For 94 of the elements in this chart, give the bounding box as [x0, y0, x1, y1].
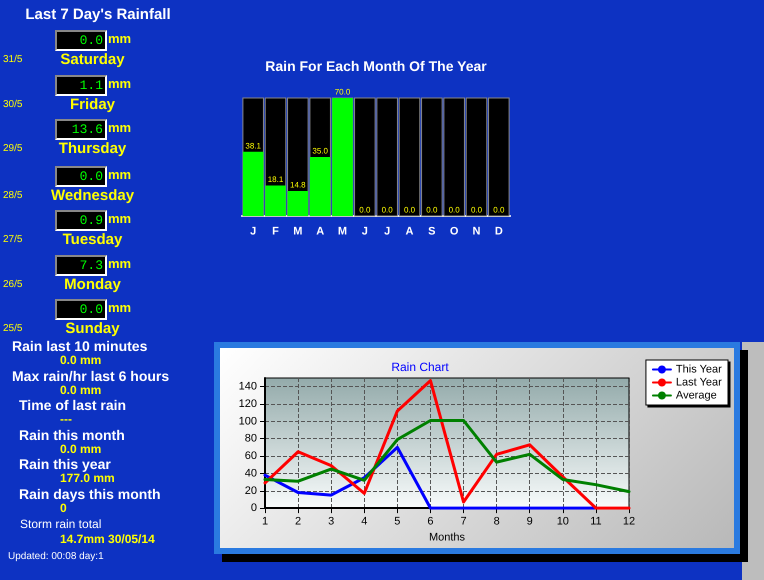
x-tick-label: S	[428, 226, 436, 238]
text: Rain last 10 minutes	[12, 338, 148, 354]
x-tick-label: 10	[556, 516, 569, 528]
x-tick-label: 1	[262, 516, 268, 528]
text: Time of last rain	[19, 397, 126, 413]
data-label: 0.0	[470, 206, 483, 214]
text: mm	[108, 211, 132, 226]
text: 28/5	[3, 190, 22, 200]
x-tick-label: F	[272, 226, 280, 238]
data-label: 0.0	[382, 206, 394, 214]
y-tick-label: 120	[238, 398, 257, 410]
data-label: 70.0	[334, 88, 351, 96]
text: mm	[108, 120, 132, 135]
category-label: Saturday	[60, 51, 125, 68]
x-tick-label: 8	[494, 516, 500, 528]
x-tick-label: 6	[427, 516, 434, 528]
text: 0.0	[80, 33, 103, 48]
data-label: 18.1	[268, 174, 284, 184]
y-tick-label: 100	[238, 415, 257, 428]
x-tick-label: M	[338, 226, 348, 238]
text: 27/5	[3, 234, 22, 245]
text: 31/5	[3, 54, 22, 65]
legend-label: Last Year	[676, 376, 722, 388]
x-tick-label: 2	[295, 516, 302, 528]
category-label: Wednesday	[50, 186, 134, 204]
text: Rain days this month	[19, 486, 161, 502]
text: 14.7mm 30/05/14	[60, 532, 155, 546]
text: 29/5	[3, 143, 22, 154]
x-tick-label: J	[250, 226, 256, 238]
x-tick-label: 3	[328, 516, 334, 528]
x-tick-label: 12	[622, 516, 636, 528]
y-tick-label: 40	[244, 467, 257, 480]
x-tick-label: N	[472, 226, 481, 238]
text: ---	[60, 412, 72, 426]
category-label: Monday	[64, 276, 121, 292]
x-tick-label: 7	[460, 516, 467, 528]
y-tick-label: 140	[238, 380, 257, 393]
text: 0.0	[80, 168, 103, 184]
text: mm	[108, 76, 132, 90]
category-label: Sunday	[65, 320, 120, 337]
text: 30/5	[3, 98, 22, 110]
data-label: 0.0	[404, 206, 416, 214]
x-tick-label: O	[450, 226, 459, 238]
x-tick-label: A	[406, 226, 414, 238]
text: mm	[108, 31, 132, 46]
chart-title: Rain Chart	[391, 360, 450, 374]
text: mm	[108, 166, 132, 182]
data-label: 0.0	[493, 206, 505, 214]
y-tick-label: 0	[250, 502, 257, 514]
text: 0.9	[80, 213, 103, 228]
text: 1.1	[80, 78, 103, 92]
x-tick-label: J	[384, 226, 390, 238]
text: 177.0 mm	[60, 471, 115, 485]
x-axis-title: Months	[428, 532, 466, 544]
text: 0.0 mm	[60, 353, 102, 367]
category-label: Tuesday	[62, 231, 122, 248]
data-label: 0.0	[359, 206, 371, 214]
legend-label: Average	[676, 390, 717, 402]
text: 26/5	[3, 278, 22, 290]
text: 0.0	[80, 302, 103, 317]
y-tick-label: 80	[244, 432, 257, 445]
chart-title: Rain For Each Month Of The Year	[265, 58, 488, 74]
x-tick-label: 5	[394, 516, 400, 528]
x-tick-label: J	[362, 226, 368, 238]
text: 0.0 mm	[60, 442, 102, 456]
text: Updated: 00:08 day:1	[8, 551, 104, 562]
data-label: 0.0	[448, 206, 460, 214]
text: 13.6	[72, 122, 103, 137]
text: mm	[108, 256, 132, 270]
text: mm	[108, 300, 132, 315]
text: 7.3	[80, 258, 103, 272]
y-tick-label: 60	[244, 450, 257, 462]
data-label: 14.8	[290, 180, 306, 190]
category-label: Thursday	[58, 140, 126, 157]
x-tick-label: 11	[590, 516, 602, 528]
text: Last 7 Day's Rainfall	[24, 6, 172, 23]
x-tick-label: M	[293, 226, 302, 238]
text: Rain this month	[19, 426, 125, 442]
text: 0	[60, 500, 67, 514]
x-tick-label: 9	[526, 516, 533, 528]
text: Rain this year	[19, 456, 111, 472]
legend-label: This Year	[676, 364, 722, 376]
text: Storm rain total	[20, 517, 102, 531]
x-tick-label: A	[316, 226, 324, 238]
y-tick-label: 20	[244, 484, 257, 497]
data-label: 0.0	[426, 206, 438, 214]
text: 25/5	[3, 323, 22, 334]
text: Max rain/hr last 6 hours	[12, 368, 170, 384]
x-tick-label: D	[494, 226, 503, 238]
data-label: 35.0	[312, 146, 328, 156]
text: 0.0 mm	[60, 382, 102, 396]
data-label: 38.1	[245, 141, 262, 150]
category-label: Friday	[70, 96, 115, 112]
x-tick-label: 4	[361, 516, 368, 528]
